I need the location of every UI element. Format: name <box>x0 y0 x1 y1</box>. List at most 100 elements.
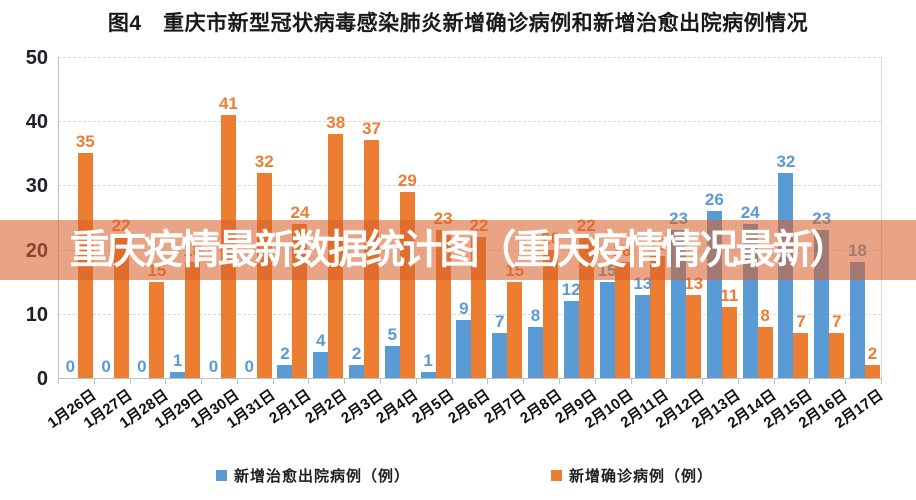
confirmed-bar-2月11日 <box>650 256 666 378</box>
confirmed-bar-2月12日 <box>686 294 702 378</box>
confirmed-bar-2月8日 <box>542 249 558 378</box>
cured-value-1月30日: 0 <box>208 357 219 376</box>
watermark-band: 重庆疫情最新数据统计图（重庆疫情情况最新） <box>0 220 916 280</box>
cured-bar-2月1日 <box>277 365 293 378</box>
confirmed-value-1月30日: 41 <box>218 93 238 113</box>
cured-bar-2月6日 <box>456 320 472 378</box>
confirmed-value-2月14日: 8 <box>760 305 770 325</box>
confirmed-bar-1月29日 <box>185 262 201 378</box>
x-axis-tick <box>201 379 203 384</box>
confirmed-bar-2月15日 <box>793 333 809 378</box>
cured-value-2月13日: 26 <box>704 190 724 210</box>
y-axis-tick-50: 50 <box>25 47 48 69</box>
cured-value-2月7日: 7 <box>494 312 505 332</box>
gridline-30 <box>58 185 881 187</box>
x-axis-line <box>58 378 882 379</box>
cured-value-2月5日: 1 <box>423 350 433 370</box>
cured-value-2月2日: 4 <box>316 331 326 351</box>
x-axis-tick <box>881 379 882 384</box>
x-axis-tick <box>558 379 560 384</box>
x-axis-tick <box>165 379 167 384</box>
confirmed-bar-2月14日 <box>757 326 773 378</box>
cured-value-1月27日: 0 <box>101 357 111 376</box>
cured-value-2月15日: 32 <box>776 151 796 171</box>
y-axis-tick-30: 30 <box>25 175 48 198</box>
legend-label-cured: 新增治愈出院病例（例） <box>234 467 411 485</box>
confirmed-value-2月3日: 37 <box>362 119 381 139</box>
x-axis-tick <box>737 379 739 384</box>
gridline-50 <box>58 57 881 58</box>
cured-series-swatch-icon <box>216 469 227 481</box>
x-axis-tick <box>344 379 346 384</box>
legend-item-cured: 新增治愈出院病例（例） <box>216 465 410 485</box>
x-axis-tick <box>236 379 238 384</box>
cured-value-1月28日: 0 <box>137 357 147 376</box>
x-axis-tick <box>773 379 775 384</box>
cured-value-2月9日: 12 <box>561 279 581 299</box>
cured-value-1月26日: 0 <box>65 357 76 376</box>
cured-bar-2月10日 <box>599 281 615 378</box>
watermark-text: 重庆疫情最新数据统计图（重庆疫情情况最新） <box>69 228 850 272</box>
cured-bar-2月7日 <box>492 333 508 378</box>
x-axis-tick <box>702 379 704 384</box>
legend-label-confirmed: 新增确诊病例（例） <box>569 467 714 485</box>
confirmed-value-2月2日: 38 <box>326 113 346 133</box>
x-axis-tick <box>415 379 417 384</box>
confirmed-bar-2月16日 <box>829 333 845 378</box>
confirmed-bar-2月10日 <box>614 262 630 378</box>
x-axis-tick <box>594 379 596 384</box>
cured-bar-2月5日 <box>420 371 436 378</box>
confirmed-bar-2月17日 <box>865 365 881 378</box>
confirmed-value-2月16日: 7 <box>832 312 842 332</box>
confirmed-bar-1月28日 <box>149 281 165 378</box>
x-axis-tick <box>523 379 525 384</box>
x-axis-tick <box>380 379 382 384</box>
x-axis-tick <box>487 379 489 384</box>
cured-bar-2月17日 <box>850 262 866 378</box>
plot-right-border <box>881 57 882 378</box>
confirmed-value-1月26日: 35 <box>75 132 95 152</box>
cured-value-2月14日: 24 <box>740 202 760 222</box>
cured-bar-2月8日 <box>527 326 543 378</box>
confirmed-series-swatch-icon <box>551 469 562 481</box>
x-axis-tick <box>272 379 274 384</box>
cured-bar-2月9日 <box>563 300 579 378</box>
confirmed-bar-2月13日 <box>721 307 737 378</box>
cured-value-1月31日: 0 <box>244 357 254 376</box>
x-axis-tick <box>451 379 453 384</box>
gridline-40 <box>58 121 881 123</box>
cured-bar-2月4日 <box>384 345 400 378</box>
cured-bar-2月2日 <box>313 352 329 378</box>
y-axis-tick-0: 0 <box>36 368 48 390</box>
cured-value-2月6日: 9 <box>459 299 469 319</box>
x-axis-tick <box>129 379 131 384</box>
x-axis-tick <box>93 379 95 384</box>
x-axis-tick <box>308 379 310 384</box>
confirmed-value-2月17日: 2 <box>867 344 878 364</box>
confirmed-value-1月31日: 32 <box>254 151 274 171</box>
cured-value-2月4日: 5 <box>387 324 398 344</box>
confirmed-value-2月13日: 11 <box>720 286 739 306</box>
y-axis-tick-10: 10 <box>25 303 48 326</box>
gridline-10 <box>58 313 881 315</box>
cured-bar-2月11日 <box>635 294 651 378</box>
x-axis-tick <box>666 379 668 384</box>
legend: 新增治愈出院病例（例） 新增确诊病例（例） <box>0 465 916 489</box>
cured-value-1月29日: 1 <box>172 350 183 370</box>
legend-item-confirmed: 新增确诊病例（例） <box>551 465 713 485</box>
cured-bar-1月29日 <box>170 371 186 378</box>
x-axis-tick <box>845 379 847 384</box>
cured-bar-2月3日 <box>349 365 365 378</box>
x-axis-tick <box>58 379 59 384</box>
cured-value-2月1日: 2 <box>280 344 290 364</box>
cured-value-2月3日: 2 <box>351 344 362 364</box>
chart-title: 图4 重庆市新型冠状病毒感染肺炎新增确诊病例和新增治愈出院病例情况 <box>107 12 809 35</box>
confirmed-bar-2月7日 <box>507 281 523 378</box>
x-axis-tick <box>809 379 811 384</box>
cured-value-2月8日: 8 <box>530 305 541 325</box>
x-axis-tick <box>630 379 632 384</box>
confirmed-value-2月1日: 24 <box>290 202 310 222</box>
confirmed-value-2月4日: 29 <box>397 170 417 190</box>
confirmed-value-2月15日: 7 <box>796 312 806 332</box>
